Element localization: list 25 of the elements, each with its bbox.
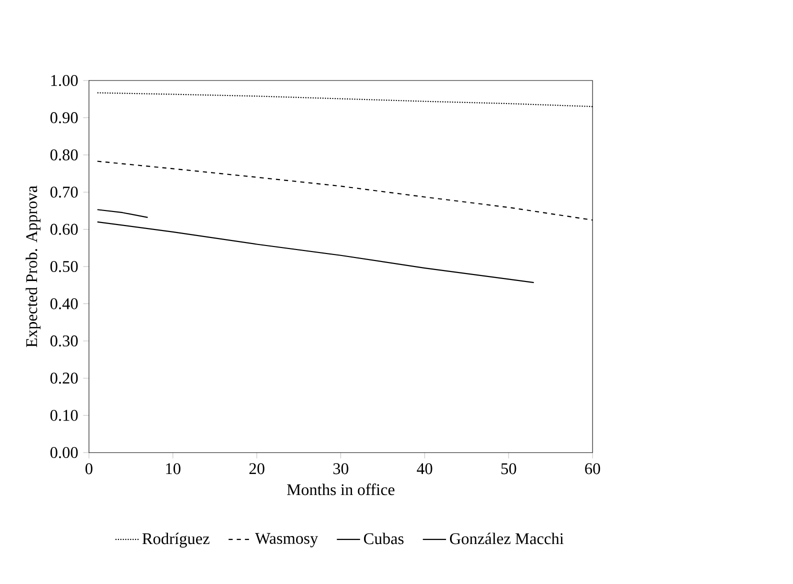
x-tick-label: 0	[86, 463, 92, 474]
y-tick-label: 0.70	[50, 186, 78, 198]
y-tick-label: 0.10	[50, 410, 78, 421]
y-tick-label: 0.30	[50, 335, 78, 346]
y-axis-title: Expected Prob. Approva	[26, 186, 40, 348]
y-tick-label: 1.00	[51, 74, 78, 86]
x-tick-label: 50	[501, 463, 516, 474]
x-tick-label: 60	[585, 463, 600, 474]
line-series	[96, 221, 534, 284]
y-tick-label: 0.60	[50, 224, 78, 235]
legend-label: Rodríguez	[142, 532, 210, 548]
legend-label: Cubas	[364, 532, 404, 544]
y-tick-label: 0.20	[50, 372, 78, 384]
y-tick-label: 0.40	[50, 298, 78, 310]
y-tick-label: 0.80	[50, 149, 78, 160]
x-tick-label: 20	[249, 463, 264, 474]
y-tick-label: 0.50	[50, 260, 78, 272]
x-axis-title: Months in office	[287, 483, 394, 496]
y-tick-label: 0.90	[50, 112, 78, 124]
x-tick-label: 30	[333, 463, 348, 474]
legend-label: González Macchi	[450, 532, 564, 544]
legend-label: Wasmosy	[255, 532, 318, 548]
y-tick-label: 0.00	[50, 447, 78, 458]
x-tick-label: 10	[166, 463, 180, 474]
x-tick-label: 40	[416, 463, 432, 474]
